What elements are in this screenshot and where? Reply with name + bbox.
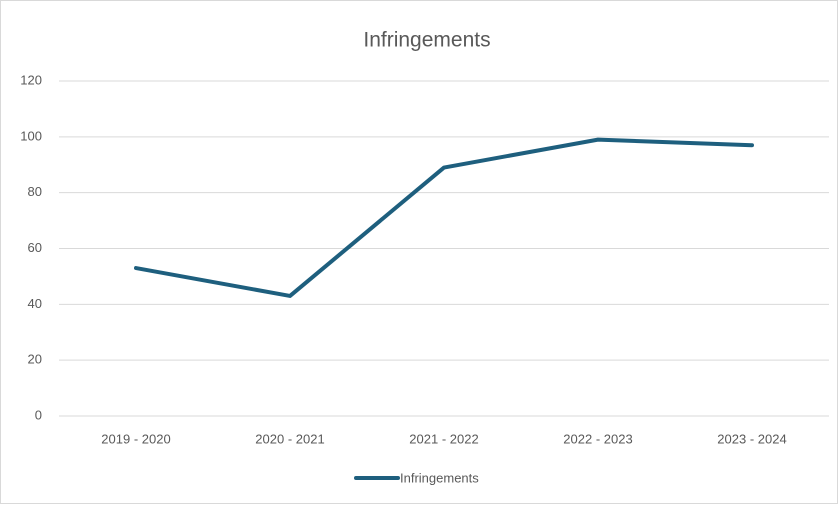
line-series [134,137,754,298]
x-tick-label: 2020 - 2021 [255,431,324,446]
legend-label: Infringements [400,470,479,485]
x-tick-label: 2023 - 2024 [717,431,786,446]
y-tick-label: 0 [35,407,42,422]
y-tick-label: 100 [20,128,42,143]
x-tick-label: 2021 - 2022 [409,431,478,446]
chart-title: Infringements [363,29,490,52]
y-tick-label: 40 [28,296,42,311]
x-tick-label: 2019 - 2020 [101,431,170,446]
y-tick-label: 60 [28,240,42,255]
y-tick-label: 120 [20,72,42,87]
y-tick-label: 20 [28,352,42,367]
x-tick-label: 2022 - 2023 [563,431,632,446]
y-tick-label: 80 [28,184,42,199]
